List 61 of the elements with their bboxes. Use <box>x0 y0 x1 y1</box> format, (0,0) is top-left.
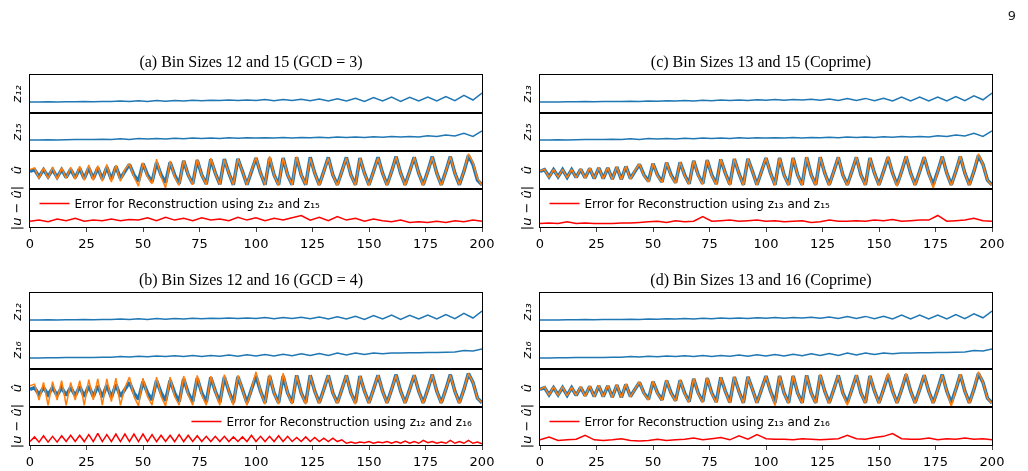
chart-title: (d) Bin Sizes 13 and 16 (Coprime) <box>650 271 872 289</box>
x-tick-label: 125 <box>300 235 325 251</box>
x-tick-label: 175 <box>413 235 438 251</box>
y-axis-title: û <box>8 383 24 393</box>
y-axis-title: |u − û| <box>8 185 24 231</box>
x-tick-label: 75 <box>191 453 208 469</box>
x-tick-label: 150 <box>356 453 382 469</box>
x-tick-label: 75 <box>191 235 208 251</box>
y-axis-title: |u − û| <box>518 403 534 449</box>
x-tick-label: 150 <box>356 235 382 251</box>
x-tick-label: 100 <box>243 453 269 469</box>
x-tick-label: 200 <box>979 235 1005 251</box>
x-tick-label: 200 <box>469 235 495 251</box>
x-tick-label: 125 <box>810 235 835 251</box>
x-tick-label: 0 <box>25 453 35 469</box>
y-axis-title: û <box>518 383 534 393</box>
x-tick-label: 50 <box>134 453 152 469</box>
legend-label: Error for Reconstruction using z₁₂ and z₁₆ <box>226 415 472 430</box>
y-axis-title: û <box>518 165 534 175</box>
y-axis-title: z₁₆ <box>518 341 534 360</box>
x-tick-label: 125 <box>300 453 325 469</box>
y-axis-title: |u − û| <box>518 185 534 231</box>
y-axis-title: z₁₅ <box>8 123 24 142</box>
y-axis-title: û <box>8 165 24 175</box>
x-tick-label: 175 <box>923 235 948 251</box>
x-tick-label: 75 <box>701 453 718 469</box>
x-tick-label: 25 <box>78 235 95 251</box>
y-axis-title: z₁₅ <box>518 123 534 142</box>
x-tick-label: 175 <box>413 453 438 469</box>
x-tick-label: 100 <box>243 235 269 251</box>
y-axis-title: z₁₆ <box>8 341 24 360</box>
x-tick-label: 0 <box>25 235 35 251</box>
chart-title: (c) Bin Sizes 13 and 15 (Coprime) <box>650 53 872 71</box>
x-tick-label: 50 <box>644 453 662 469</box>
legend-label: Error for Reconstruction using z₁₂ and z₁₅ <box>74 197 320 212</box>
x-tick-label: 25 <box>78 453 95 469</box>
legend-label: Error for Reconstruction using z₁₃ and z₁₅ <box>584 197 830 212</box>
text: 9 <box>1007 8 1016 23</box>
y-axis-title: |u − û| <box>8 403 24 449</box>
x-tick-label: 200 <box>979 453 1005 469</box>
y-axis-title: z₁₃ <box>518 85 534 104</box>
x-tick-label: 175 <box>923 453 948 469</box>
legend-label: Error for Reconstruction using z₁₃ and z₁₆ <box>584 415 830 430</box>
x-tick-label: 50 <box>644 235 662 251</box>
x-tick-label: 25 <box>588 453 605 469</box>
x-tick-label: 50 <box>134 235 152 251</box>
x-tick-label: 150 <box>866 453 892 469</box>
y-axis-title: z₁₂ <box>8 303 24 322</box>
x-tick-label: 0 <box>535 453 545 469</box>
chart-title: (a) Bin Sizes 12 and 15 (GCD = 3) <box>139 53 363 71</box>
x-tick-label: 200 <box>469 453 495 469</box>
y-axis-title: z₁₃ <box>518 303 534 322</box>
y-axis-title: z₁₂ <box>8 85 24 104</box>
x-tick-label: 150 <box>866 235 892 251</box>
x-tick-label: 100 <box>753 235 779 251</box>
x-tick-label: 125 <box>810 453 835 469</box>
x-tick-label: 25 <box>588 235 605 251</box>
x-tick-label: 100 <box>753 453 779 469</box>
chart-title: (b) Bin Sizes 12 and 16 (GCD = 4) <box>138 271 364 289</box>
x-tick-label: 75 <box>701 235 718 251</box>
x-tick-label: 0 <box>535 235 545 251</box>
